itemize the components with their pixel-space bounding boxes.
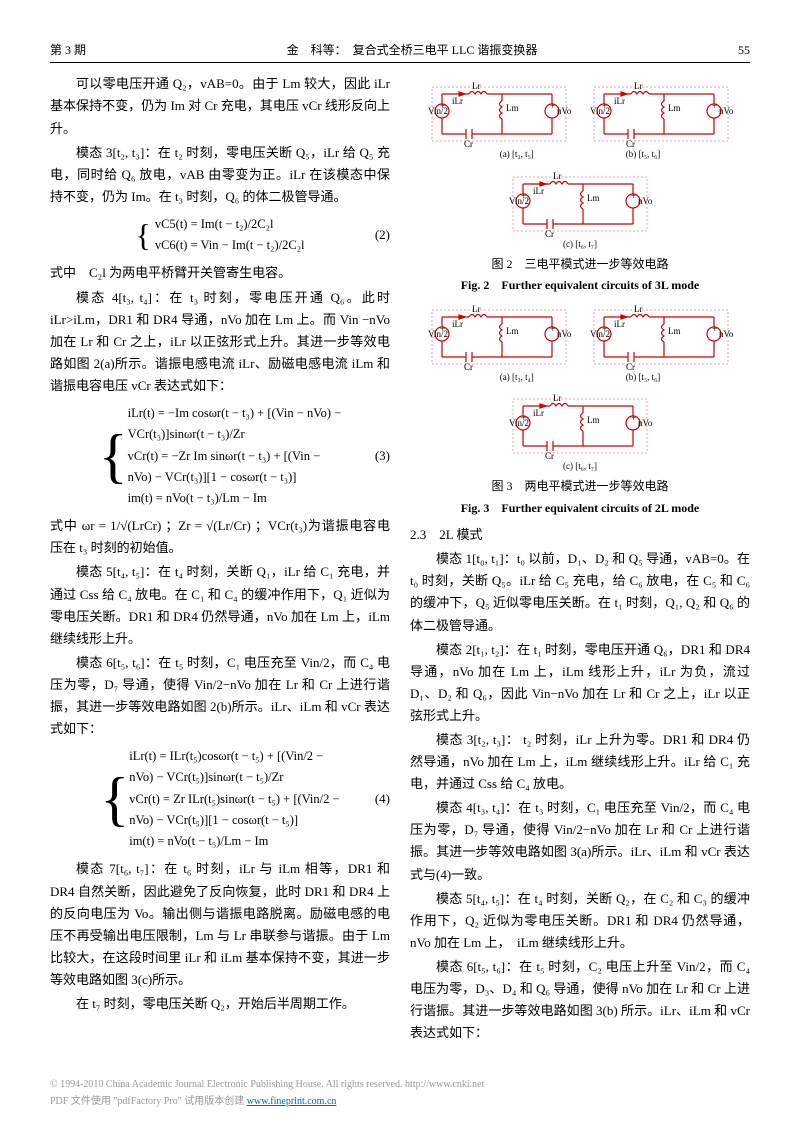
- para: 模态 6[t₅, t₆]：在 t₅ 时刻，C₁ 电压充至 Vin/2，而 C₄ …: [50, 652, 390, 740]
- para: 模态 6[t₅, t₆]：在 t₅ 时刻，C₂ 电压上升至 Vin/2，而 C₄…: [410, 956, 750, 1044]
- issue-number: 第 3 期: [50, 40, 86, 60]
- para: 可以零电压开通 Q₂，vAB=0。由于 Lm 较大，因此 iLr 基本保持不变，…: [50, 73, 390, 139]
- fineprint-link[interactable]: www.fineprint.com.cn: [247, 1096, 337, 1107]
- fig2b: Vin/2 + Lr iLr Lm Cr: [586, 79, 736, 149]
- eqnum: (3): [375, 445, 390, 467]
- svg-text:+: +: [712, 324, 717, 334]
- para: 模态 3[t₂, t₃]：在 t₂ 时刻，零电压关断 Q₅，iLr 给 Q₅ 充…: [50, 142, 390, 208]
- svg-text:Lm: Lm: [587, 415, 600, 425]
- equation-4: { iLr(t) = ILr(t₅)cosωr(t − t₅) + [(Vin/…: [50, 746, 390, 852]
- fig3-caption-cn: 图 3 两电平模式进一步等效电路: [410, 476, 750, 496]
- para: 模态 7[t₆, t₇]：在 t₆ 时刻，iLr 与 iLm 相等，DR1 和 …: [50, 858, 390, 991]
- fig3b: Vin/2 + Lr iLr Lm Cr: [586, 302, 736, 372]
- svg-text:nVo: nVo: [719, 329, 734, 339]
- pdf-credit: PDF 文件使用 "pdfFactory Pro" 试用版本创建: [50, 1096, 247, 1107]
- svg-text:Lm: Lm: [506, 326, 519, 336]
- svg-text:Lr: Lr: [634, 81, 643, 91]
- svg-text:iLr: iLr: [533, 408, 544, 418]
- svg-text:+: +: [550, 101, 555, 111]
- svg-text:Lr: Lr: [553, 393, 562, 403]
- eqnum: (4): [375, 788, 390, 810]
- svg-text:Lm: Lm: [668, 326, 681, 336]
- svg-text:nVo: nVo: [719, 106, 734, 116]
- para: 模态 5[t₄, t₅]：在 t₄ 时刻，关断 Q₂，在 C₂ 和 C₃ 的缓冲…: [410, 888, 750, 954]
- svg-text:Cr: Cr: [545, 451, 554, 461]
- svg-text:iLr: iLr: [452, 319, 463, 329]
- fig3-caption-en: Fig. 3 Further equivalent circuits of 2L…: [410, 498, 750, 518]
- fig2-caption-cn: 图 2 三电平模式进一步等效电路: [410, 254, 750, 274]
- fig2-row1: Vin/2 + Lr iLr Lm Cr: [410, 79, 750, 149]
- fig2a: Vin/2 + Lr iLr Lm Cr: [424, 79, 574, 149]
- svg-text:Lm: Lm: [668, 103, 681, 113]
- copyright-line: © 1994-2010 China Academic Journal Elect…: [50, 1076, 750, 1093]
- fig2c: Vin/2 + Lr iLr Lm Cr: [505, 169, 655, 239]
- svg-text:+: +: [440, 324, 445, 334]
- page-header: 第 3 期 金 科等： 复合式全桥三电平 LLC 谐振变换器 55: [50, 40, 750, 63]
- right-column: Vin/2 + Lr iLr Lm Cr: [410, 73, 750, 1046]
- svg-text:Cr: Cr: [545, 229, 554, 239]
- para: 在 t₇ 时刻，零电压关断 Q₂，开始后半周期工作。: [50, 993, 390, 1015]
- running-title: 金 科等： 复合式全桥三电平 LLC 谐振变换器: [287, 40, 538, 60]
- fig3a: Vin/2 + Lr iLr Lm Cr: [424, 302, 574, 372]
- svg-text:+: +: [550, 324, 555, 334]
- svg-text:Lr: Lr: [472, 304, 481, 314]
- para: 式中 ωr = 1/√(LrCr) ；Zr = √(Lr/Cr) ；VCr(t₃…: [50, 515, 390, 559]
- svg-text:Cr: Cr: [464, 362, 473, 372]
- svg-text:iLr: iLr: [452, 96, 463, 106]
- svg-text:Lm: Lm: [506, 103, 519, 113]
- svg-text:nVo: nVo: [638, 418, 653, 428]
- svg-text:Lr: Lr: [634, 304, 643, 314]
- fig3-row1: Vin/2 + Lr iLr Lm Cr: [410, 302, 750, 372]
- svg-text:iLr: iLr: [614, 96, 625, 106]
- svg-text:nVo: nVo: [557, 106, 572, 116]
- svg-text:Cr: Cr: [464, 139, 473, 149]
- eqnum: (2): [375, 224, 390, 246]
- para: 式中 C₂l 为两电平桥臂开关管寄生电容。: [50, 262, 390, 284]
- svg-text:iLr: iLr: [533, 186, 544, 196]
- equation-3: { iLr(t) = −Im cosωr(t − t₃) + [(Vin − n…: [50, 403, 390, 509]
- svg-text:+: +: [712, 101, 717, 111]
- fig3c: Vin/2 + Lr iLr Lm Cr: [505, 391, 655, 461]
- para: 模态 4[t₃, t₄]：在 t₃ 时刻，C₁ 电压充至 Vin/2，而 C₄ …: [410, 797, 750, 885]
- svg-text:iLr: iLr: [614, 319, 625, 329]
- para: 模态 5[t₄, t₅]：在 t₄ 时刻，关断 Q₁，iLr 给 C₁ 充电，并…: [50, 561, 390, 649]
- svg-text:Lr: Lr: [553, 171, 562, 181]
- svg-text:Lm: Lm: [587, 193, 600, 203]
- svg-text:+: +: [602, 324, 607, 334]
- section-heading: 2.3 2L 模式: [410, 524, 750, 546]
- page-footer: © 1994-2010 China Academic Journal Elect…: [0, 1076, 800, 1120]
- para: 模态 3[t₂, t₃]： t₂ 时刻，iLr 上升为零。DR1 和 DR4 仍…: [410, 729, 750, 795]
- page-number: 55: [738, 40, 750, 60]
- para: 模态 1[t₀, t₁]：t₀ 以前，D₁、D₂ 和 Q₅ 导通，vAB=0。在…: [410, 548, 750, 636]
- svg-text:nVo: nVo: [638, 196, 653, 206]
- svg-text:+: +: [602, 101, 607, 111]
- svg-text:+: +: [440, 101, 445, 111]
- equation-2: { vC5(t) = Im(t − t₂)/2C₂l vC6(t) = Vin …: [50, 214, 390, 257]
- para: 模态 2[t₁, t₂]：在 t₁ 时刻，零电压开通 Q₆，DR1 和 DR4 …: [410, 639, 750, 727]
- svg-text:Lr: Lr: [472, 81, 481, 91]
- fig2-caption-en: Fig. 2 Further equivalent circuits of 3L…: [410, 275, 750, 295]
- svg-text:+: +: [521, 191, 526, 201]
- svg-text:+: +: [631, 191, 636, 201]
- left-column: 可以零电压开通 Q₂，vAB=0。由于 Lm 较大，因此 iLr 基本保持不变，…: [50, 73, 390, 1046]
- para: 模态 4[t₃, t₄]：在 t₃ 时刻，零电压开通 Q₆。此时 iLr>iLm…: [50, 287, 390, 397]
- svg-text:+: +: [521, 413, 526, 423]
- svg-text:nVo: nVo: [557, 329, 572, 339]
- svg-text:+: +: [631, 413, 636, 423]
